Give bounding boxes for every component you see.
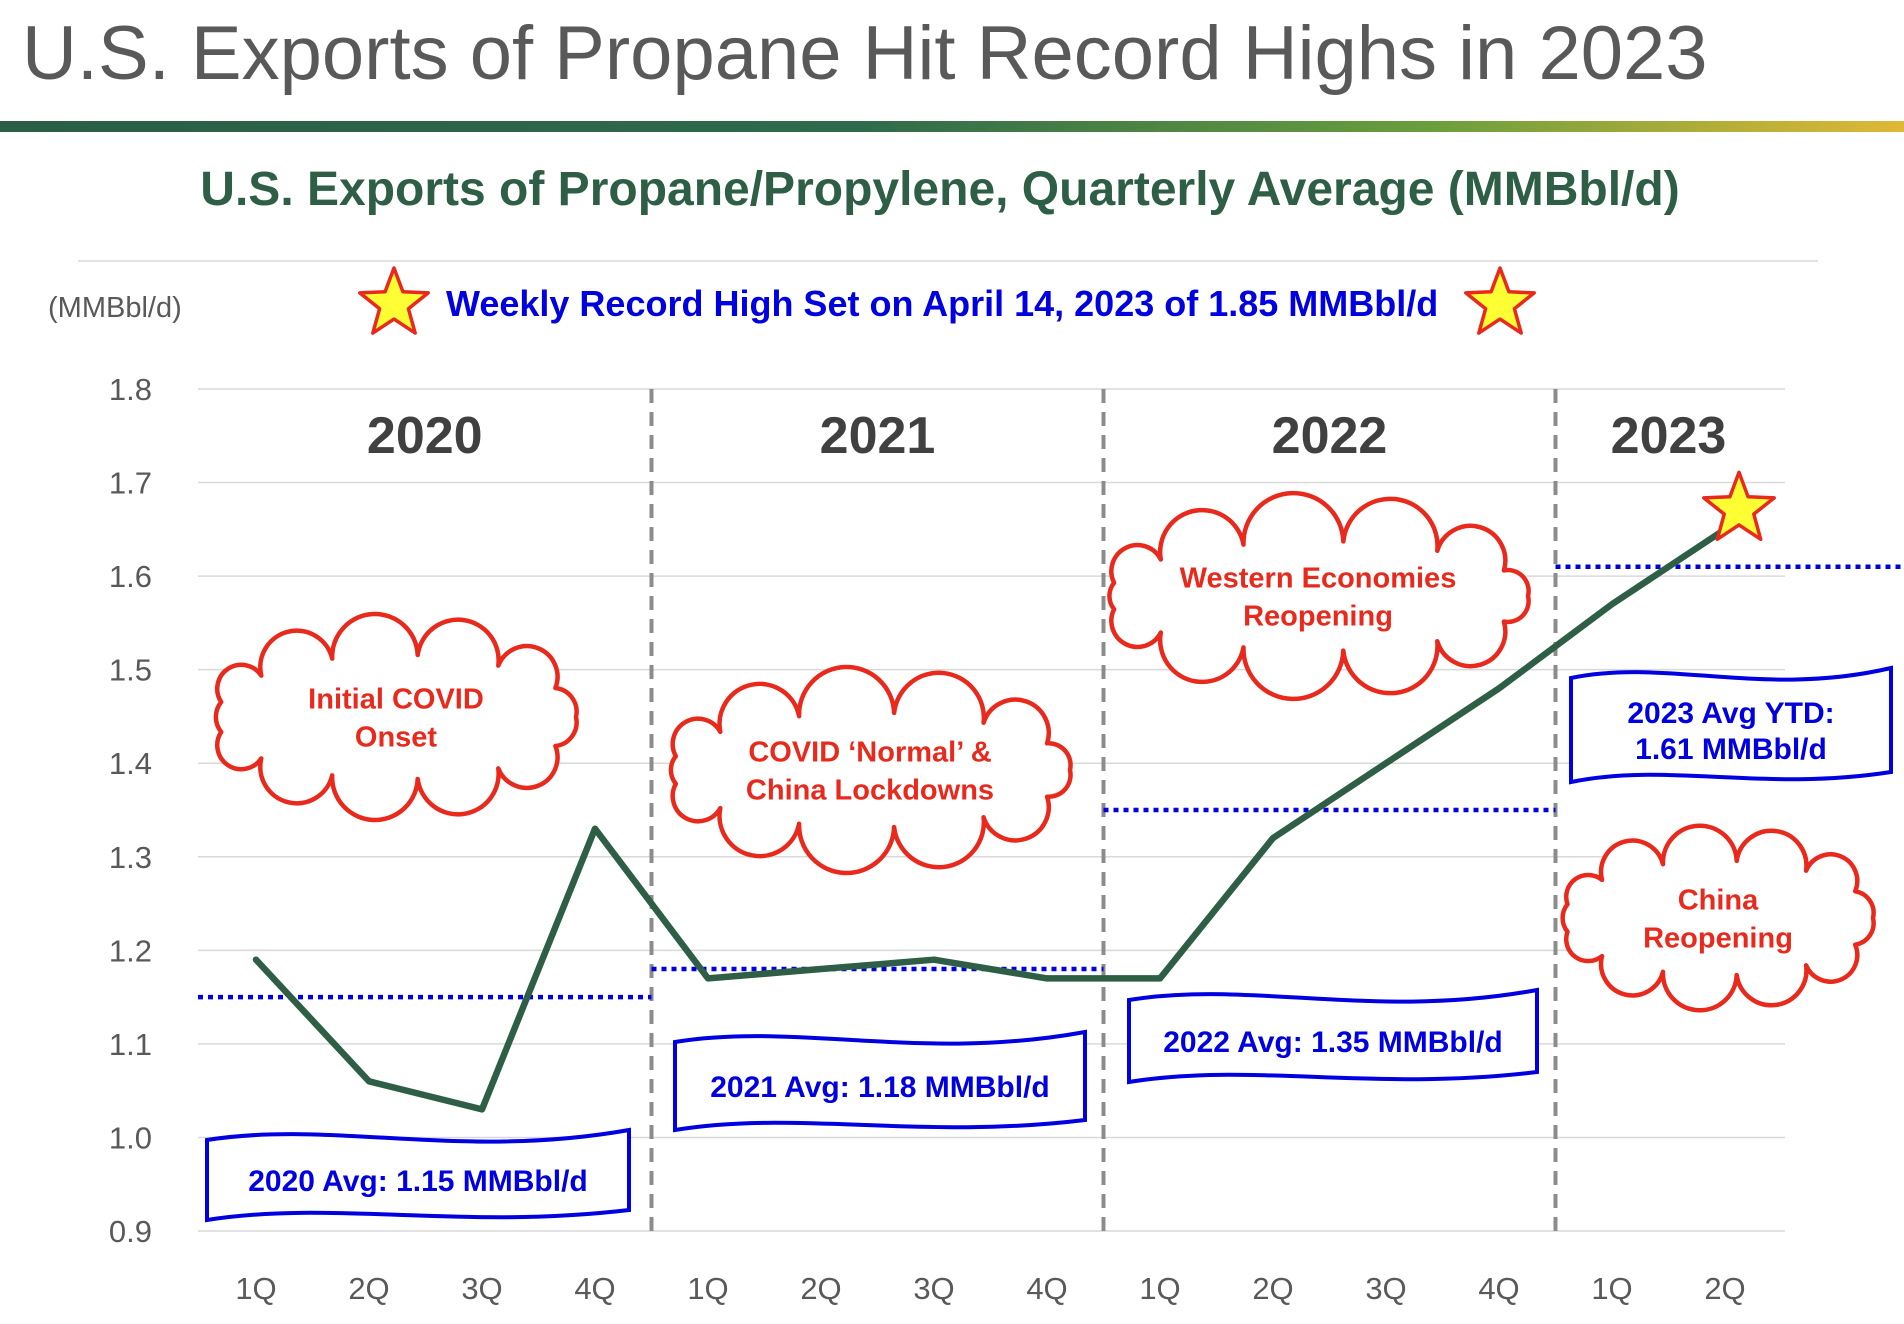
average-label: 2023 Avg YTD:: [1627, 697, 1834, 730]
data-point: [592, 825, 598, 832]
average-label-shape: [205, 1127, 631, 1223]
callout-label: Western Economies: [1180, 562, 1457, 594]
average-label: 2021 Avg: 1.18 MMBbl/d: [710, 1071, 1050, 1104]
title-gradient-bar: [0, 121, 1904, 132]
y-tick-label: 1.5: [109, 653, 152, 688]
data-point: [1496, 685, 1502, 692]
x-tick-label: 1Q: [1139, 1271, 1180, 1306]
average-label-shape: [1569, 665, 1893, 785]
y-tick-label: 1.4: [109, 746, 152, 781]
average-label-shape: [673, 1029, 1087, 1133]
data-point: [1383, 760, 1389, 767]
x-tick-label: 1Q: [687, 1271, 728, 1306]
callout-label-shape: [213, 611, 579, 823]
year-label: 2022: [1272, 407, 1388, 465]
callout-label: Onset: [355, 721, 438, 753]
average-label: 2022 Avg: 1.35 MMBbl/d: [1163, 1026, 1503, 1059]
star-icon: [1464, 266, 1536, 335]
y-tick-label: 0.9: [109, 1214, 152, 1249]
callout-label: COVID ‘Normal’ &: [748, 736, 991, 768]
x-tick-label: 4Q: [574, 1271, 615, 1306]
y-axis-unit-label: (MMBbl/d): [48, 292, 182, 324]
x-tick-label: 1Q: [235, 1271, 276, 1306]
x-tick-label: 2Q: [348, 1271, 389, 1306]
x-tick-label: 4Q: [1478, 1271, 1519, 1306]
x-tick-label: 1Q: [1591, 1271, 1632, 1306]
x-tick-label: 2Q: [1252, 1271, 1293, 1306]
data-point: [705, 975, 711, 982]
average-label: 2020 Avg: 1.15 MMBbl/d: [248, 1165, 588, 1198]
callout-label: China Lockdowns: [746, 774, 994, 806]
x-tick-label: 2Q: [1704, 1271, 1745, 1306]
y-tick-label: 1.8: [109, 372, 152, 407]
x-tick-label: 3Q: [1365, 1271, 1406, 1306]
data-point: [366, 1078, 372, 1085]
year-label: 2020: [367, 407, 483, 465]
y-tick-label: 1.3: [109, 840, 152, 875]
callout-label-shape: [668, 664, 1073, 876]
record-high-banner: Weekly Record High Set on April 14, 2023…: [446, 283, 1439, 324]
average-label-shape: [1127, 987, 1539, 1085]
year-label: 2023: [1611, 407, 1727, 465]
x-tick-label: 3Q: [913, 1271, 954, 1306]
star-icon: [358, 266, 430, 335]
series-line: [252, 526, 1729, 1113]
x-tick-label: 2Q: [800, 1271, 841, 1306]
callout-label: China: [1678, 884, 1759, 916]
data-point: [1270, 835, 1276, 842]
average-label: 1.61 MMBbl/d: [1635, 733, 1827, 766]
callout-label: Initial COVID: [308, 683, 484, 715]
y-tick-label: 1.1: [109, 1027, 152, 1062]
year-label: 2021: [820, 407, 936, 465]
data-point: [931, 956, 937, 963]
data-point: [1044, 975, 1050, 982]
x-tick-label: 3Q: [461, 1271, 502, 1306]
callout-label: Reopening: [1243, 600, 1393, 632]
callout-label-shape: [1560, 823, 1876, 1013]
record-star-icon: [1702, 470, 1776, 542]
slide-title: U.S. Exports of Propane Hit Record Highs…: [22, 11, 1708, 96]
data-point: [253, 956, 259, 963]
y-tick-label: 1.6: [109, 559, 152, 594]
data-point: [818, 966, 824, 973]
callout-label: Reopening: [1643, 922, 1793, 954]
chart-title: U.S. Exports of Propane/Propylene, Quart…: [200, 163, 1680, 216]
data-point: [1609, 601, 1615, 608]
x-tick-label: 4Q: [1026, 1271, 1067, 1306]
y-tick-label: 1.7: [109, 466, 152, 501]
y-tick-label: 1.0: [109, 1120, 152, 1155]
callout-label-shape: [1107, 490, 1531, 702]
data-point: [1157, 975, 1163, 982]
data-point: [479, 1106, 485, 1113]
title-divider: [78, 260, 1818, 262]
y-tick-label: 1.2: [109, 933, 152, 968]
